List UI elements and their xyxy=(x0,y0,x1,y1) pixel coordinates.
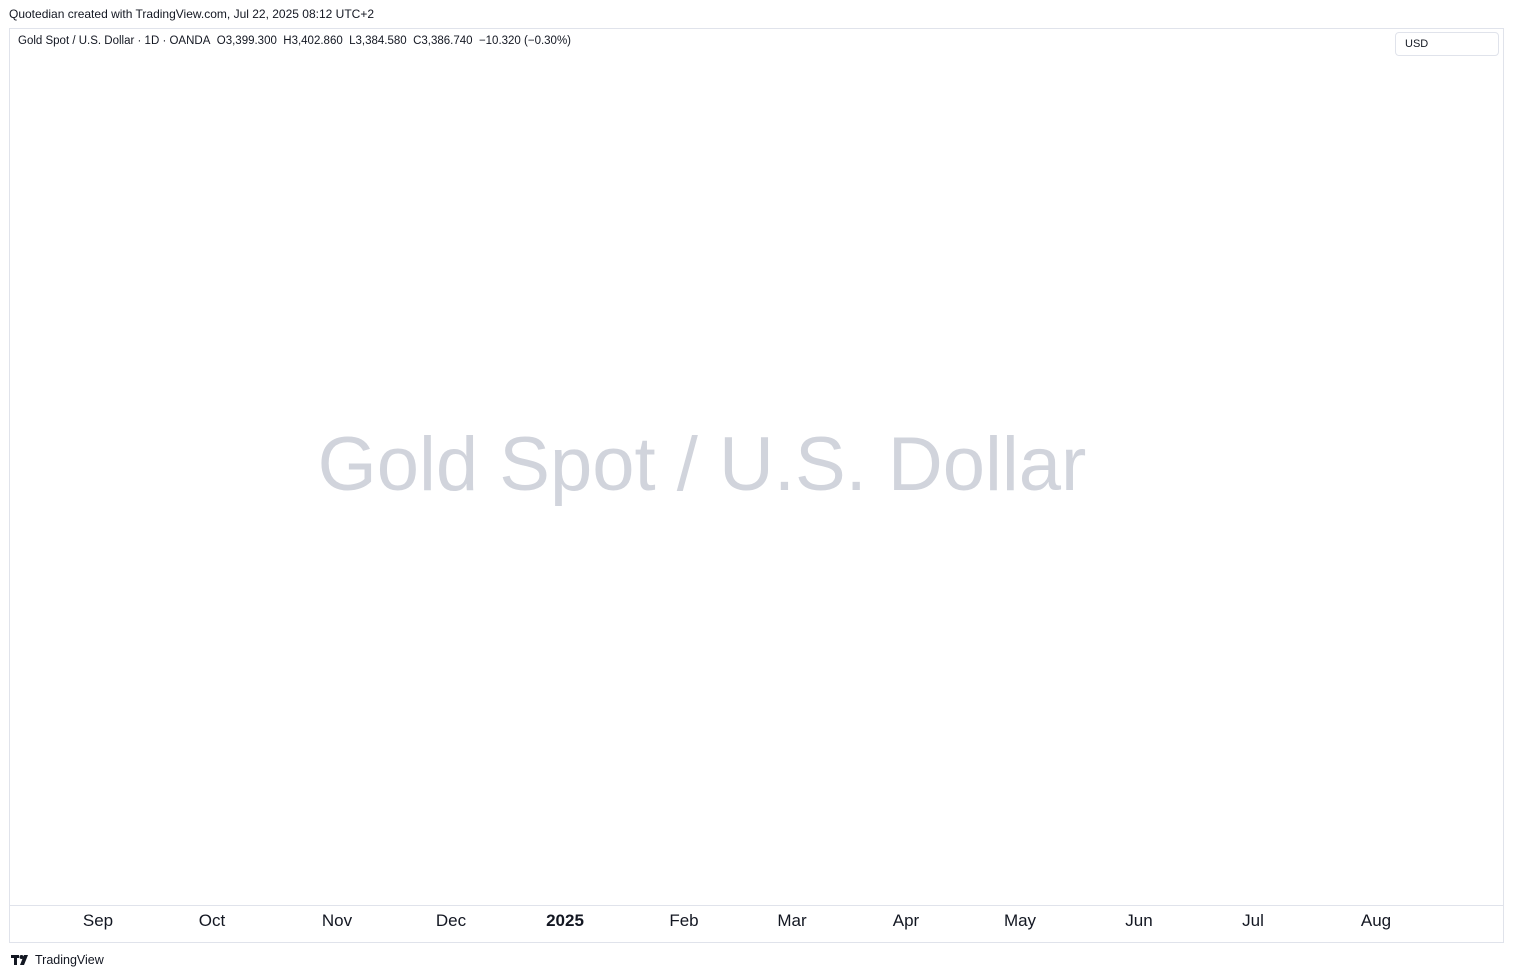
time-tick-label: Oct xyxy=(199,911,226,930)
chart-caption: Quotedian created with TradingView.com, … xyxy=(9,7,374,21)
time-axis-separator xyxy=(9,905,1504,906)
time-tick-label: Jun xyxy=(1125,911,1152,930)
time-tick-label: Dec xyxy=(436,911,467,930)
tradingview-brand[interactable]: TradingView xyxy=(11,953,104,967)
time-tick-label: Apr xyxy=(893,911,920,930)
time-tick-label: 2025 xyxy=(546,911,584,930)
time-tick-label: Feb xyxy=(669,911,698,930)
time-tick-label: Nov xyxy=(322,911,353,930)
legend-high: H3,402.860 xyxy=(283,35,343,47)
brand-label: TradingView xyxy=(35,953,104,967)
legend-symbol: Gold Spot / U.S. Dollar · 1D · OANDA xyxy=(18,35,211,47)
time-tick-label: Jul xyxy=(1242,911,1264,930)
legend-open: O3,399.300 xyxy=(216,35,277,47)
legend-change: −10.320 (−0.30%) xyxy=(478,35,572,47)
time-tick-label: Sep xyxy=(83,911,113,930)
time-axis[interactable]: Sep Oct Nov Dec 2025 Feb Mar Apr May Jun Jul Aug xyxy=(83,911,1391,930)
chart-frame xyxy=(9,28,1504,943)
tradingview-logo-icon xyxy=(11,955,28,965)
time-tick-label: Mar xyxy=(777,911,807,930)
legend-low: L3,384.580 xyxy=(349,35,407,47)
time-tick-label: Aug xyxy=(1361,911,1391,930)
symbol-watermark: Gold Spot / U.S. Dollar xyxy=(318,422,1087,507)
currency-selector[interactable]: USD xyxy=(1395,32,1499,56)
time-tick-label: May xyxy=(1004,911,1037,930)
symbol-legend: Gold Spot / U.S. Dollar · 1D · OANDA O3,… xyxy=(18,35,571,47)
legend-close: C3,386.740 xyxy=(413,35,473,47)
